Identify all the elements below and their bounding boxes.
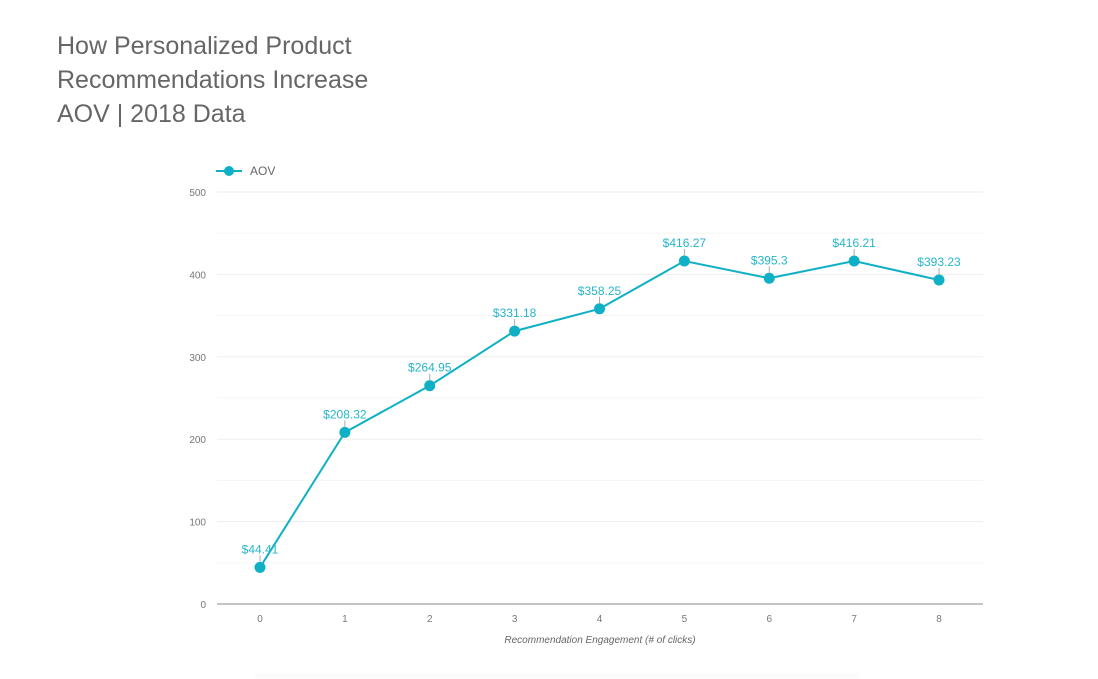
data-label: $264.95 <box>408 361 452 375</box>
x-tick-label: 0 <box>257 614 263 625</box>
y-tick-label: 100 <box>189 518 206 529</box>
x-axis-title: Recommendation Engagement (# of clicks) <box>504 635 695 646</box>
data-label: $208.32 <box>323 407 367 421</box>
chart-title-line-1: How Personalized Product <box>57 32 352 60</box>
x-tick-label: 4 <box>597 614 603 625</box>
gridlines <box>217 191 983 564</box>
data-label: $416.21 <box>832 236 876 250</box>
y-tick-label: 500 <box>189 188 206 199</box>
data-point <box>848 255 860 267</box>
data-point <box>678 255 690 267</box>
data-label: $44.41 <box>242 542 279 556</box>
legend-marker <box>224 166 234 176</box>
data-point <box>594 303 605 315</box>
y-tick-label: 0 <box>200 600 206 611</box>
data-point <box>763 272 775 284</box>
legend-label: AOV <box>250 164 275 178</box>
x-tick-label: 3 <box>512 614 518 625</box>
data-point <box>424 380 436 392</box>
chart-title-line-2: Recommendations Increase <box>57 66 369 94</box>
y-tick-label: 200 <box>189 435 206 446</box>
y-tick-label: 400 <box>189 270 206 281</box>
x-tick-label: 8 <box>936 614 942 625</box>
data-point <box>254 561 266 573</box>
x-tick-label: 1 <box>342 614 348 625</box>
data-label: $395.3 <box>751 253 788 267</box>
legend: AOV <box>216 164 275 178</box>
data-labels: $44.41 $208.32 $264.95 $331.18 $358.25 $416.2… <box>242 236 961 563</box>
data-label: $393.23 <box>917 255 961 269</box>
x-axis-ticks: 0 1 2 3 4 5 6 7 8 <box>257 614 942 625</box>
x-tick-label: 7 <box>851 614 857 625</box>
data-point <box>509 325 521 337</box>
x-tick-label: 5 <box>682 614 688 625</box>
chart-title-line-3: AOV | 2018 Data <box>57 100 246 128</box>
y-tick-label: 300 <box>189 353 206 364</box>
x-tick-label: 6 <box>766 614 772 625</box>
data-label: $331.18 <box>493 306 537 320</box>
data-points <box>254 255 945 573</box>
y-axis-ticks: 0 100 200 300 400 500 <box>189 188 206 611</box>
data-label: $416.27 <box>663 236 707 250</box>
data-point <box>339 426 351 438</box>
x-tick-label: 2 <box>427 614 433 625</box>
data-point <box>933 274 945 286</box>
chart-title: How Personalized Product Recommendations… <box>57 29 457 131</box>
data-label: $358.25 <box>578 284 622 298</box>
bottom-band <box>255 673 860 679</box>
